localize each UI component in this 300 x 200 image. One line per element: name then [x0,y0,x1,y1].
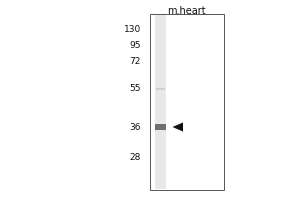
Text: m.heart: m.heart [167,6,205,16]
Bar [150,14,224,190]
Polygon shape [172,122,183,132]
Bar [155,15,166,189]
Text: 130: 130 [124,24,141,33]
Text: 72: 72 [130,56,141,66]
Text: 55: 55 [130,84,141,93]
Bar [155,124,166,130]
Bar [156,88,165,90]
Text: 95: 95 [130,40,141,49]
Text: 28: 28 [130,152,141,162]
Text: 36: 36 [130,122,141,132]
